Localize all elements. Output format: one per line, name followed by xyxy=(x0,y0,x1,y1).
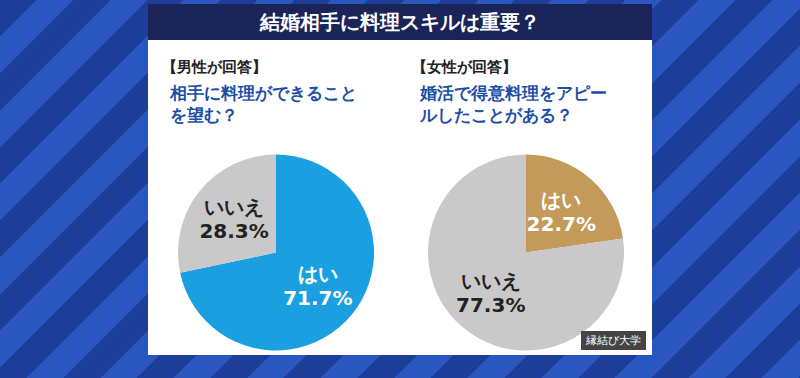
svg-text:はい22.7%: はい22.7% xyxy=(527,188,596,236)
svg-text:はい71.7%: はい71.7% xyxy=(283,262,352,310)
html-text:相手に料理ができることを望む？: 相手に料理ができることを望む？ xyxy=(170,83,357,125)
html-text:結婚相手に料理スキルは重要？: 結婚相手に料理スキルは重要？ xyxy=(260,9,540,34)
svg-text:いいえ28.3%: いいえ28.3% xyxy=(199,195,268,243)
html-text:婚活で得意料理をアピールしたことがある？: 婚活で得意料理をアピールしたことがある？ xyxy=(420,83,607,125)
html-text:【男性が回答】: 【男性が回答】 xyxy=(162,58,267,76)
html-text:縁結び大学: 縁結び大学 xyxy=(586,334,641,347)
html-text:【女性が回答】: 【女性が回答】 xyxy=(412,58,517,76)
svg-text:いいえ77.3%: いいえ77.3% xyxy=(456,269,525,317)
